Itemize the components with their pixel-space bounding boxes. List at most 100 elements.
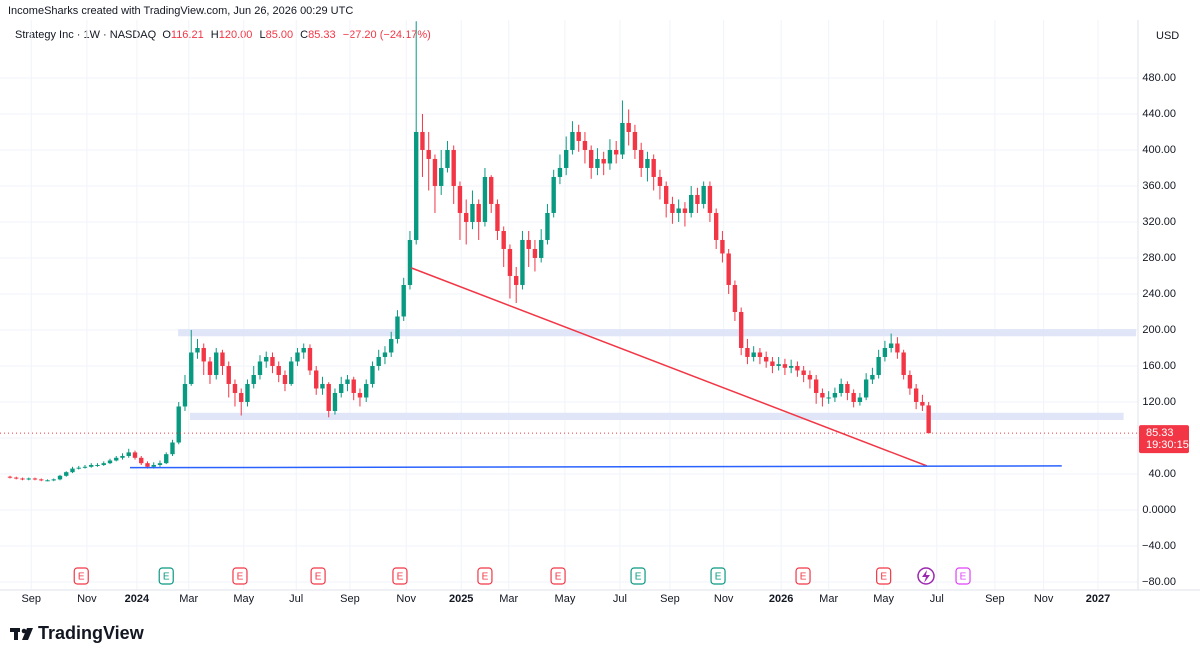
- candle-body: [882, 347, 888, 357]
- candle-body: [613, 149, 619, 155]
- y-tick-label: 320.00: [1142, 216, 1176, 228]
- legend-value: 116.21: [170, 29, 204, 41]
- candle-body: [895, 343, 900, 353]
- event-marker: [73, 567, 89, 585]
- trend-line: [129, 465, 1062, 469]
- candle-body: [807, 374, 813, 380]
- candle-body: [107, 460, 113, 464]
- candle-body: [863, 379, 869, 398]
- candle-body: [457, 185, 463, 213]
- x-tick-label: Sep: [660, 593, 680, 605]
- candle-body: [726, 253, 731, 285]
- legend-key: C: [300, 29, 309, 41]
- candle-body: [376, 356, 381, 366]
- candle-body: [420, 131, 425, 150]
- candle-body: [470, 203, 475, 222]
- event-marker: [876, 567, 892, 585]
- candle-body: [382, 352, 388, 357]
- candle-body: [588, 149, 594, 168]
- candle-body: [645, 158, 650, 168]
- candle-body: [876, 356, 881, 375]
- candle-body: [195, 347, 200, 353]
- candle-body: [414, 131, 419, 240]
- candle-body: [370, 365, 375, 384]
- candle-body: [220, 352, 225, 366]
- candle-body: [601, 158, 606, 164]
- logo-shape: [14, 628, 18, 640]
- candle-body: [663, 185, 669, 204]
- candle-body: [657, 176, 663, 186]
- candle-body: [920, 401, 925, 406]
- last-price-label: 85.33: [1146, 427, 1174, 439]
- candle-body: [301, 347, 306, 353]
- candle-body: [757, 352, 763, 357]
- candle-body: [39, 479, 44, 481]
- currency: USD: [1156, 30, 1179, 42]
- news-icon-bolt: [922, 570, 930, 583]
- y-tick-label: 40.00: [1148, 468, 1176, 480]
- price-zone: [189, 412, 1124, 420]
- symbol-legend: Strategy Inc · 1W · NASDAQ O116.21 H120.…: [15, 29, 435, 41]
- logo-shape: [22, 628, 33, 640]
- legend-value: 85.33: [308, 29, 336, 41]
- candle-body: [132, 452, 138, 458]
- tv-logo-icon: [10, 628, 33, 640]
- candle-body: [351, 379, 356, 393]
- candle-body: [776, 364, 781, 366]
- candle-body: [189, 352, 194, 384]
- candle-body: [326, 383, 331, 411]
- x-tick-label: Sep: [340, 593, 360, 605]
- candle-body: [126, 452, 131, 456]
- candle-body: [114, 457, 119, 461]
- x-tick-label: Nov: [1034, 593, 1054, 605]
- candle-body: [620, 122, 625, 155]
- x-tick-label: 2024: [125, 593, 150, 605]
- candle-body: [820, 392, 825, 398]
- event-label: E: [315, 572, 322, 583]
- candle-body: [676, 208, 681, 213]
- event-label: E: [715, 572, 722, 583]
- event-label: E: [78, 572, 85, 583]
- candle-body: [501, 230, 506, 249]
- x-tick-label: May: [233, 593, 254, 605]
- candle-body: [289, 361, 294, 384]
- attribution: IncomeSharks created with TradingView.co…: [8, 5, 354, 17]
- candle-body: [507, 248, 513, 276]
- candle-body: [207, 361, 213, 375]
- candle-body: [720, 239, 725, 254]
- candle-body: [151, 464, 156, 467]
- candle-body: [464, 212, 469, 222]
- candle-body: [14, 477, 19, 479]
- candle-body: [139, 457, 144, 464]
- event-marker: [477, 567, 493, 585]
- candle-body: [607, 149, 613, 164]
- trend-line: [410, 267, 928, 467]
- candle-body: [226, 365, 231, 384]
- candle-body: [270, 356, 275, 366]
- candle-body: [707, 185, 713, 213]
- event-marker: [795, 567, 811, 585]
- x-tick-label: 2026: [769, 593, 793, 605]
- x-tick-label: Jul: [613, 593, 627, 605]
- candle-body: [532, 248, 538, 258]
- candle-body: [670, 203, 675, 213]
- candle-body: [795, 365, 800, 371]
- y-tick-label: 400.00: [1142, 144, 1176, 156]
- candle-body: [307, 347, 313, 371]
- candle-body: [851, 392, 856, 402]
- x-tick-label: Nov: [77, 593, 97, 605]
- candle-body: [539, 239, 544, 258]
- candle-body: [176, 406, 181, 443]
- candle-body: [888, 343, 894, 348]
- candle-body: [345, 379, 350, 384]
- event-label: E: [163, 572, 170, 583]
- y-tick-label: 160.00: [1142, 360, 1176, 372]
- candle-body: [838, 383, 844, 393]
- candle-body: [339, 383, 344, 393]
- candle-body: [432, 158, 438, 186]
- candle-body: [595, 158, 600, 168]
- candle-body: [782, 364, 788, 368]
- candle-body: [157, 463, 163, 465]
- legend-key: H: [210, 29, 219, 41]
